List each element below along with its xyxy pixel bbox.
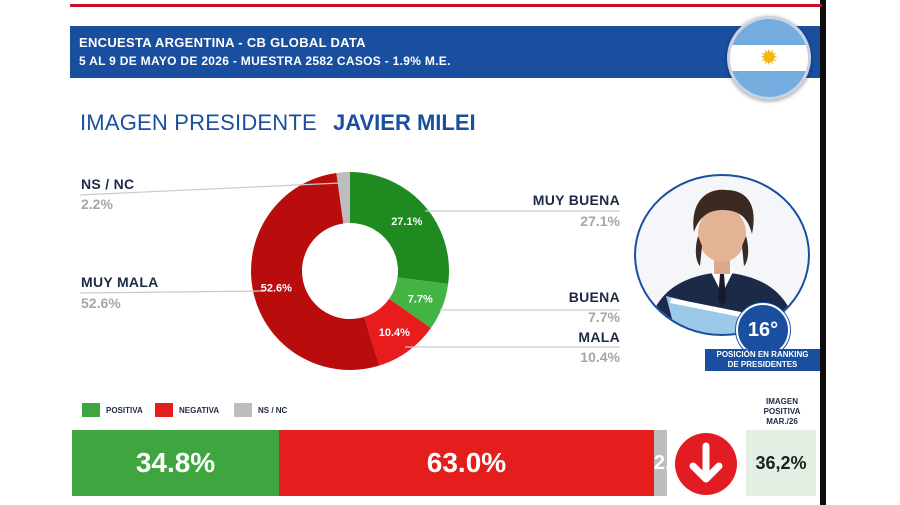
donut-slice-mala	[364, 298, 431, 366]
summary-value-negativa: 63.0%	[426, 447, 507, 478]
legend-negativa: NEGATIVA	[155, 403, 219, 417]
pct-buena: 7.7%	[588, 309, 620, 325]
donut-slice-ns-nc	[336, 172, 350, 224]
argentina-flag-icon: ✹	[727, 16, 811, 100]
summary-value-positiva: 34.8%	[135, 447, 216, 478]
legend-ns-nc: NS / NC	[234, 403, 287, 417]
donut-label-buena: 7.7%	[408, 294, 433, 306]
label-muy-buena: MUY BUENA	[532, 192, 620, 208]
arrow-down-icon	[675, 433, 737, 495]
pct-muy-mala: 52.6%	[81, 295, 121, 311]
summary-bar-positiva: 34.8%	[72, 430, 280, 496]
donut-label-muy-buena: 27.1%	[391, 216, 422, 228]
header-subtitle: 5 AL 9 DE MAYO DE 2026 - MUESTRA 2582 CA…	[79, 54, 451, 68]
donut-slice-buena	[389, 277, 449, 329]
header-banner: ENCUESTA ARGENTINA - CB GLOBAL DATA 5 AL…	[70, 26, 820, 78]
label-buena: BUENA	[568, 289, 620, 305]
pct-muy-buena: 27.1%	[580, 213, 620, 229]
right-border	[820, 0, 826, 505]
donut-label-mala: 10.4%	[379, 327, 410, 339]
ranking-caption: POSICIÓN EN RANKING DE PRESIDENTES	[705, 349, 820, 371]
president-name: JAVIER MILEI	[333, 110, 476, 135]
legend-positiva: POSITIVA	[82, 403, 143, 417]
ranking-badge: 16°	[736, 303, 790, 357]
label-ns-nc: NS / NC	[81, 176, 135, 192]
summary-bar-negativa: 63.0%	[279, 430, 654, 496]
page-title: IMAGEN PRESIDENTE	[80, 110, 317, 135]
leader-ns	[79, 182, 341, 196]
summary-value-ns-nc: 2.2	[653, 451, 667, 474]
header-title: ENCUESTA ARGENTINA - CB GLOBAL DATA	[79, 35, 366, 50]
donut-slice-muy-buena	[350, 172, 450, 285]
previous-value: 36,2%	[746, 430, 816, 496]
legend-swatch-negativa	[155, 403, 173, 417]
pct-ns-nc: 2.2%	[81, 196, 113, 212]
label-muy-mala: MUY MALA	[81, 274, 159, 290]
legend-swatch-ns-nc	[234, 403, 252, 417]
summary-bar-ns-nc: 2.2	[653, 430, 667, 496]
donut-label-muy-mala: 52.6%	[261, 282, 292, 294]
pct-mala: 10.4%	[580, 349, 620, 365]
label-mala: MALA	[578, 329, 620, 345]
top-accent-line	[70, 4, 822, 7]
legend-swatch-positiva	[82, 403, 100, 417]
previous-header: IMAGEN POSITIVA MAR./26	[763, 397, 801, 426]
leader-muy-mala	[79, 290, 266, 294]
donut-slice-muy-mala	[251, 172, 380, 370]
